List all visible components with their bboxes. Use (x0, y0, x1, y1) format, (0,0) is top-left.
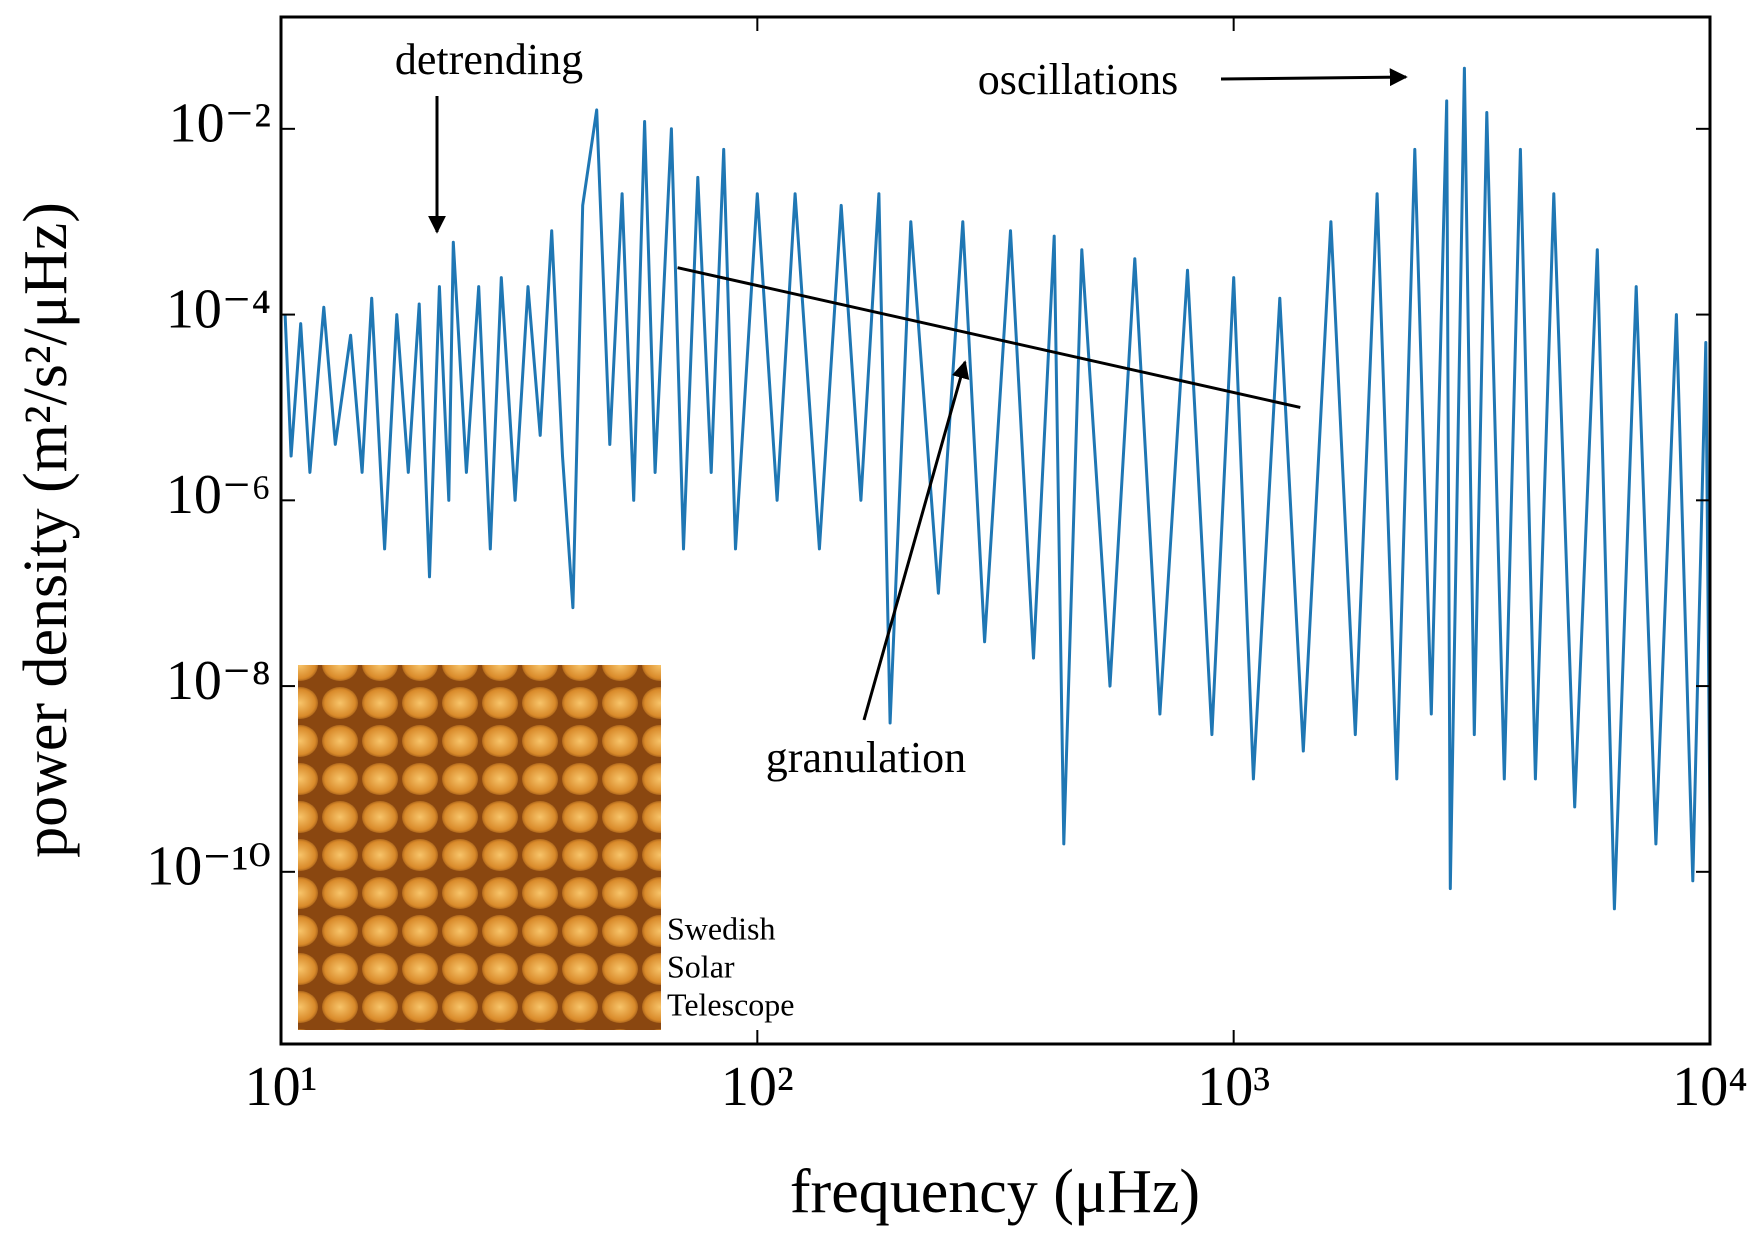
y-tick-label: 10⁻⁴ (166, 278, 271, 340)
annotation-arrow (1220, 68, 1408, 87)
inset-caption: Telescope (667, 986, 794, 1022)
annotation: granulation (766, 733, 966, 782)
axes-frame (279, 15, 1712, 1046)
inset-image (298, 665, 661, 1030)
annotation-arrow (862, 360, 970, 721)
x-tick-label: 10⁴ (1672, 1056, 1748, 1118)
inset-caption: Swedish (667, 910, 775, 946)
y-tick-label: 10⁻⁸ (166, 650, 271, 712)
x-axis-label: frequency (μHz) (790, 1158, 1200, 1226)
y-tick-label: 10⁻⁶ (166, 464, 271, 526)
y-tick-label: 10⁻¹⁰ (146, 836, 271, 898)
inset-caption: Solar (667, 948, 735, 984)
plot-area (283, 66, 1712, 911)
x-tick-label: 10² (721, 1056, 794, 1118)
annotation: detrending (395, 35, 583, 84)
x-tick-label: 10³ (1197, 1056, 1270, 1118)
data-line (283, 66, 1712, 911)
y-axis-label: power density (m²/s²/μHz) (12, 202, 80, 858)
trend-line (677, 266, 1301, 409)
y-tick-label: 10⁻² (169, 93, 271, 155)
annotation: oscillations (978, 55, 1178, 104)
x-tick-label: 10¹ (245, 1056, 318, 1118)
